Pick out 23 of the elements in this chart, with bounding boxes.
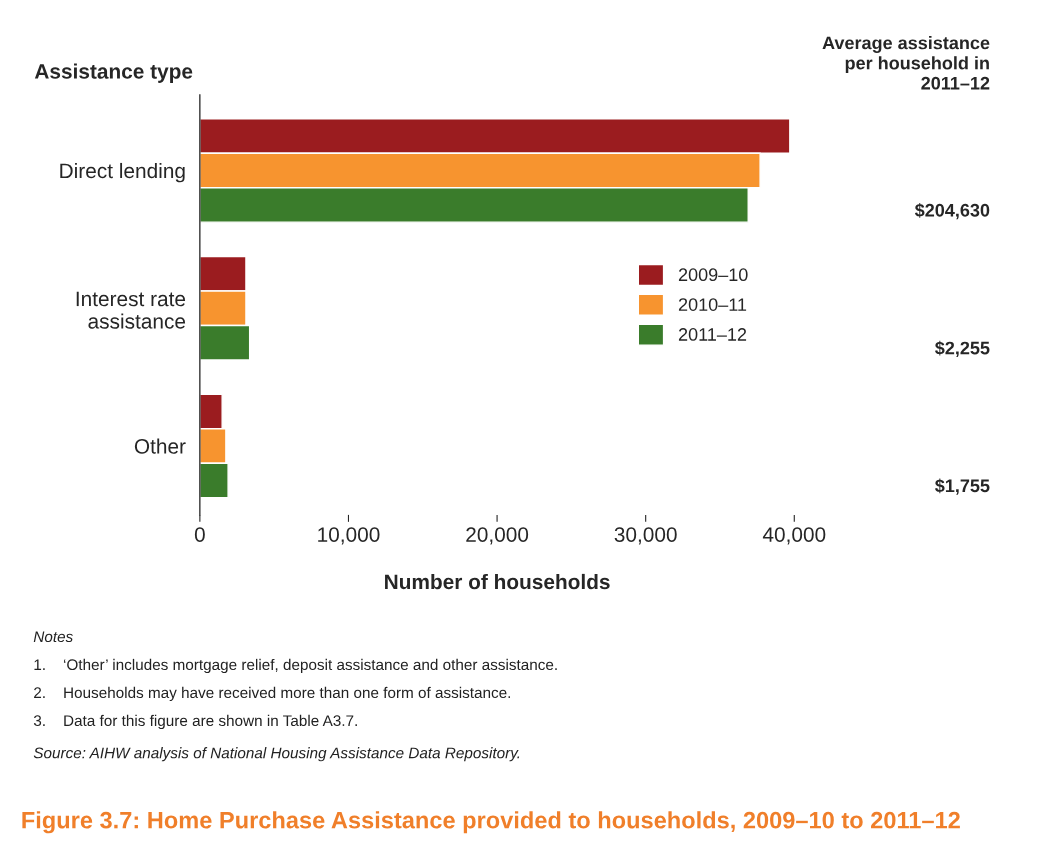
legend-label: 2009–10 (678, 268, 748, 282)
text: Average assistance per household in 2011–12 (822, 36, 990, 90)
y-tick-label: Direct lending (60, 162, 185, 183)
legend-label: 2010–11 (678, 298, 747, 311)
x-tick-label: 30,000 (614, 527, 677, 545)
text: 3. Data for this figure are shown in Table A3.7. (33, 714, 357, 730)
text: Notes (33, 631, 73, 643)
legend-label: 2011–12 (678, 328, 747, 341)
x-tick-label: 40,000 (762, 527, 826, 545)
text: Figure 3.7: Home Purchase Assistance provided to households, 2009–10 to 2011–12 (22, 811, 960, 834)
text: $204,630 (914, 203, 990, 220)
text: 1. ‘Other’ includes mortgage relief, deposit assistance and other assistance. (34, 658, 557, 674)
text: $1,755 (935, 478, 990, 495)
x-tick-label: 0 (194, 527, 205, 542)
y-axis-title: Assistance type (34, 63, 193, 83)
y-tick-label: Interest rate assistance (76, 291, 186, 329)
y-tick-label: Other (134, 438, 186, 454)
text: 2. Households may have received more than one form of assistance. (34, 686, 511, 702)
text: $2,255 (935, 340, 990, 358)
x-tick-label: 10,000 (318, 527, 380, 545)
source-note: Source: AIHW analysis of National Housing Assistance Data Repository. (33, 747, 520, 762)
x-tick-label: 20,000 (466, 527, 529, 545)
x-axis-title: Number of households (385, 573, 610, 590)
